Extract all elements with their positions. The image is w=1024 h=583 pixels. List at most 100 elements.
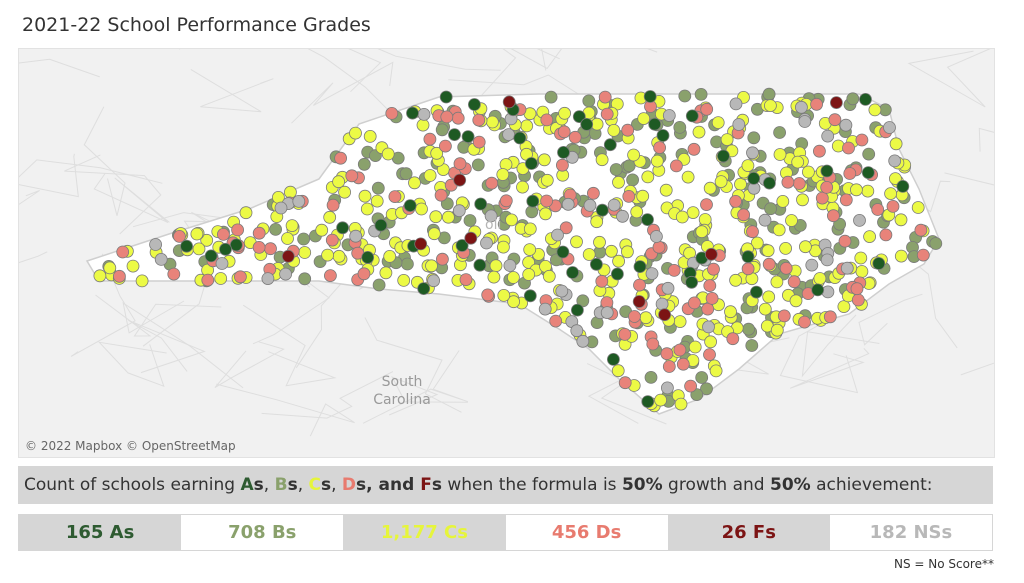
school-point-a[interactable] bbox=[571, 303, 584, 317]
school-point-ns[interactable] bbox=[645, 267, 659, 281]
school-point-c[interactable] bbox=[674, 397, 688, 411]
school-point-ns[interactable] bbox=[583, 198, 597, 212]
school-point-c[interactable] bbox=[789, 294, 803, 308]
school-point-c[interactable] bbox=[582, 248, 596, 261]
school-point-c[interactable] bbox=[323, 210, 337, 224]
school-point-ns[interactable] bbox=[746, 146, 759, 160]
school-point-d[interactable] bbox=[252, 240, 266, 254]
school-point-d[interactable] bbox=[850, 282, 864, 296]
school-point-c[interactable] bbox=[429, 210, 443, 224]
school-point-b[interactable] bbox=[357, 157, 371, 171]
school-point-c[interactable] bbox=[496, 168, 510, 181]
school-point-d[interactable] bbox=[781, 175, 795, 189]
school-point-c[interactable] bbox=[315, 223, 329, 237]
school-point-b[interactable] bbox=[678, 89, 692, 103]
school-point-ns[interactable] bbox=[576, 334, 590, 348]
school-point-b[interactable] bbox=[463, 214, 477, 227]
school-point-c[interactable] bbox=[397, 273, 411, 287]
school-point-a[interactable] bbox=[685, 109, 699, 123]
school-point-c[interactable] bbox=[688, 340, 702, 354]
school-point-d[interactable] bbox=[540, 113, 554, 127]
school-point-d[interactable] bbox=[201, 273, 215, 287]
school-point-ns[interactable] bbox=[600, 306, 614, 320]
school-point-c[interactable] bbox=[558, 106, 571, 120]
school-point-d[interactable] bbox=[451, 111, 465, 125]
school-point-b[interactable] bbox=[745, 339, 759, 352]
school-point-d[interactable] bbox=[116, 245, 130, 259]
school-point-c[interactable] bbox=[283, 185, 297, 199]
school-point-d[interactable] bbox=[703, 348, 716, 362]
school-point-d[interactable] bbox=[676, 357, 690, 371]
school-point-a[interactable] bbox=[595, 203, 609, 217]
school-point-f[interactable] bbox=[414, 237, 428, 251]
school-point-c[interactable] bbox=[505, 213, 518, 227]
school-point-c[interactable] bbox=[200, 233, 214, 247]
school-point-c[interactable] bbox=[741, 159, 755, 172]
school-point-d[interactable] bbox=[660, 347, 674, 361]
school-point-d[interactable] bbox=[726, 332, 740, 346]
school-point-d[interactable] bbox=[815, 191, 829, 205]
school-point-c[interactable] bbox=[855, 265, 869, 278]
school-point-a[interactable] bbox=[474, 197, 488, 211]
school-point-c[interactable] bbox=[281, 232, 294, 245]
school-point-ns[interactable] bbox=[853, 213, 866, 227]
school-point-b[interactable] bbox=[298, 272, 312, 286]
school-point-c[interactable] bbox=[103, 261, 117, 275]
school-point-a[interactable] bbox=[557, 146, 570, 159]
school-point-d[interactable] bbox=[453, 157, 467, 171]
school-point-d[interactable] bbox=[231, 223, 245, 237]
school-point-d[interactable] bbox=[622, 189, 636, 203]
school-point-a[interactable] bbox=[811, 283, 825, 297]
school-point-d[interactable] bbox=[325, 233, 339, 247]
school-point-a[interactable] bbox=[204, 249, 218, 263]
school-point-b[interactable] bbox=[269, 222, 283, 236]
school-point-ns[interactable] bbox=[839, 118, 853, 132]
school-point-d[interactable] bbox=[434, 188, 448, 202]
school-point-c[interactable] bbox=[773, 148, 787, 161]
school-point-c[interactable] bbox=[520, 119, 534, 133]
school-point-c[interactable] bbox=[764, 99, 777, 112]
school-point-d[interactable] bbox=[871, 203, 885, 216]
school-point-c[interactable] bbox=[358, 189, 372, 203]
school-point-a[interactable] bbox=[439, 90, 453, 104]
school-point-d[interactable] bbox=[823, 310, 837, 324]
school-point-d[interactable] bbox=[435, 252, 449, 266]
school-point-c[interactable] bbox=[894, 213, 908, 227]
school-point-c[interactable] bbox=[427, 227, 441, 241]
school-point-ns[interactable] bbox=[883, 121, 896, 134]
school-point-d[interactable] bbox=[388, 190, 402, 204]
school-point-a[interactable] bbox=[861, 166, 875, 179]
school-point-d[interactable] bbox=[688, 296, 701, 310]
school-point-b[interactable] bbox=[695, 371, 709, 384]
school-point-c[interactable] bbox=[758, 302, 772, 316]
school-point-d[interactable] bbox=[385, 107, 399, 120]
school-point-d[interactable] bbox=[557, 125, 571, 139]
school-point-c[interactable] bbox=[837, 300, 851, 314]
school-point-c[interactable] bbox=[703, 181, 717, 195]
school-point-d[interactable] bbox=[172, 229, 186, 243]
school-point-a[interactable] bbox=[526, 194, 540, 208]
school-point-c[interactable] bbox=[641, 170, 655, 184]
school-point-c[interactable] bbox=[126, 259, 140, 273]
school-point-d[interactable] bbox=[326, 198, 340, 212]
school-point-c[interactable] bbox=[659, 183, 673, 197]
school-point-c[interactable] bbox=[884, 187, 897, 201]
school-point-d[interactable] bbox=[600, 107, 614, 121]
school-point-c[interactable] bbox=[539, 207, 552, 221]
school-point-f[interactable] bbox=[658, 308, 671, 322]
school-point-c[interactable] bbox=[627, 148, 640, 162]
school-point-c[interactable] bbox=[363, 130, 377, 143]
school-point-c[interactable] bbox=[360, 202, 374, 216]
school-point-c[interactable] bbox=[370, 194, 384, 208]
school-point-c[interactable] bbox=[522, 268, 536, 281]
school-points[interactable] bbox=[93, 87, 943, 413]
school-point-ns[interactable] bbox=[840, 261, 854, 275]
school-point-ns[interactable] bbox=[607, 198, 621, 212]
school-point-d[interactable] bbox=[810, 97, 823, 111]
school-point-c[interactable] bbox=[192, 242, 206, 256]
school-point-b[interactable] bbox=[694, 88, 708, 101]
school-point-ns[interactable] bbox=[795, 100, 808, 114]
school-point-c[interactable] bbox=[497, 288, 511, 302]
school-point-a[interactable] bbox=[473, 258, 487, 272]
school-point-d[interactable] bbox=[598, 90, 612, 104]
